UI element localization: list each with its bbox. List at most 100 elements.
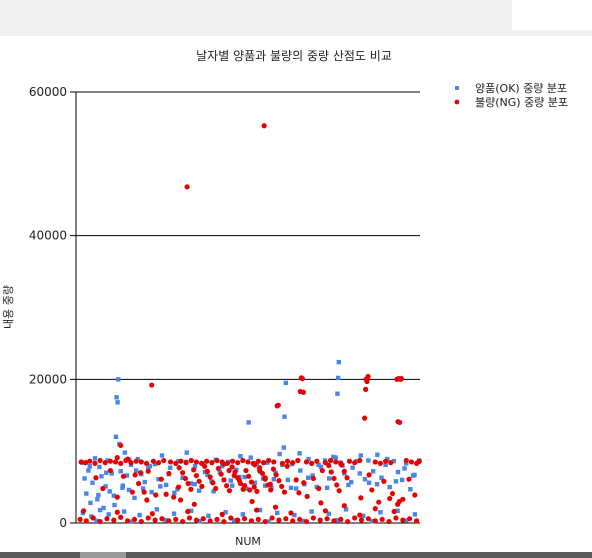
ng-point bbox=[115, 495, 120, 500]
ng-point bbox=[323, 508, 328, 513]
ok-point bbox=[335, 392, 339, 396]
ng-point bbox=[279, 484, 284, 489]
ng-point bbox=[153, 492, 158, 497]
ng-point bbox=[87, 459, 92, 464]
ng-point bbox=[280, 461, 285, 466]
ng-point bbox=[224, 483, 229, 488]
ng-point bbox=[136, 481, 141, 486]
ng-point bbox=[209, 460, 214, 465]
ng-point bbox=[91, 515, 96, 520]
ok-point bbox=[116, 377, 120, 381]
ng-point bbox=[178, 497, 183, 502]
ng-point bbox=[357, 458, 362, 463]
ng-point bbox=[311, 476, 316, 481]
ok-point bbox=[286, 478, 290, 482]
ng-point bbox=[93, 475, 98, 480]
ng-point bbox=[134, 459, 139, 464]
ng-point bbox=[194, 518, 199, 523]
ok-point bbox=[375, 453, 379, 457]
ok-point bbox=[84, 491, 88, 495]
ng-point bbox=[115, 455, 120, 460]
ng-point bbox=[301, 390, 306, 395]
ng-point bbox=[359, 518, 364, 523]
ng-point bbox=[249, 518, 254, 523]
ng-point bbox=[100, 486, 105, 491]
y-axis-label: 내용 중량 bbox=[2, 285, 15, 329]
ok-point bbox=[306, 476, 310, 480]
ng-point bbox=[400, 518, 405, 523]
ok-point bbox=[172, 511, 176, 515]
ok-point bbox=[149, 490, 153, 494]
ng-point bbox=[159, 516, 164, 521]
ok-point bbox=[88, 464, 92, 468]
ok-point bbox=[350, 465, 354, 469]
ng-point bbox=[118, 443, 123, 448]
ok-point bbox=[114, 395, 118, 399]
ok-point bbox=[297, 451, 301, 455]
ng-point bbox=[352, 515, 357, 520]
ng-point bbox=[268, 487, 273, 492]
ng-point bbox=[285, 464, 290, 469]
ng-point bbox=[261, 460, 266, 465]
ng-point bbox=[320, 468, 325, 473]
ng-point bbox=[252, 484, 257, 489]
ok-point bbox=[249, 455, 253, 459]
series-ok-points bbox=[80, 360, 422, 524]
ok-point bbox=[378, 510, 382, 514]
ng-point bbox=[347, 459, 352, 464]
ok-point bbox=[402, 466, 406, 470]
ng-point bbox=[376, 500, 381, 505]
ng-point bbox=[325, 516, 330, 521]
ng-point bbox=[228, 515, 233, 520]
ng-point bbox=[314, 459, 319, 464]
ng-point bbox=[397, 420, 402, 425]
ng-point bbox=[245, 459, 250, 464]
ng-point bbox=[309, 461, 314, 466]
ng-point bbox=[304, 459, 309, 464]
ng-point bbox=[404, 458, 409, 463]
ng-point bbox=[381, 479, 386, 484]
ng-point bbox=[130, 490, 135, 495]
ok-point bbox=[327, 476, 331, 480]
ng-point bbox=[213, 486, 218, 491]
ok-point bbox=[104, 471, 108, 475]
ok-point bbox=[108, 489, 112, 493]
ng-point bbox=[226, 468, 231, 473]
ok-point bbox=[298, 468, 302, 472]
ok-point bbox=[408, 487, 412, 491]
ng-point bbox=[296, 490, 301, 495]
ng-point bbox=[339, 462, 344, 467]
ok-point bbox=[309, 509, 313, 513]
ok-point bbox=[192, 482, 196, 486]
ok-point bbox=[336, 376, 340, 380]
ng-point bbox=[185, 509, 190, 514]
ng-point bbox=[132, 517, 137, 522]
legend: 양품(OK) 중량 분포 불량(NG) 중량 분포 bbox=[455, 82, 568, 109]
ng-point bbox=[290, 460, 295, 465]
ng-point bbox=[178, 459, 183, 464]
scrollbar-thumb[interactable] bbox=[80, 552, 126, 558]
ok-point bbox=[155, 507, 159, 511]
ng-point bbox=[237, 478, 242, 483]
ng-point bbox=[362, 416, 367, 421]
ok-point bbox=[132, 496, 136, 500]
ok-point bbox=[367, 481, 371, 485]
ng-point bbox=[316, 486, 321, 491]
ng-point bbox=[345, 519, 350, 524]
ng-point bbox=[232, 473, 237, 478]
ok-point bbox=[375, 482, 379, 486]
ng-point bbox=[111, 518, 116, 523]
ok-point bbox=[158, 484, 162, 488]
ng-point bbox=[344, 475, 349, 480]
ok-point bbox=[93, 456, 97, 460]
ng-point bbox=[271, 467, 276, 472]
ng-point bbox=[118, 515, 123, 520]
ng-point bbox=[269, 515, 274, 520]
ok-point bbox=[238, 454, 242, 458]
ok-point bbox=[366, 458, 370, 462]
ng-point bbox=[79, 459, 84, 464]
ok-point bbox=[96, 493, 100, 497]
ng-point bbox=[108, 468, 113, 473]
ng-point bbox=[180, 519, 185, 524]
ng-point bbox=[214, 517, 219, 522]
